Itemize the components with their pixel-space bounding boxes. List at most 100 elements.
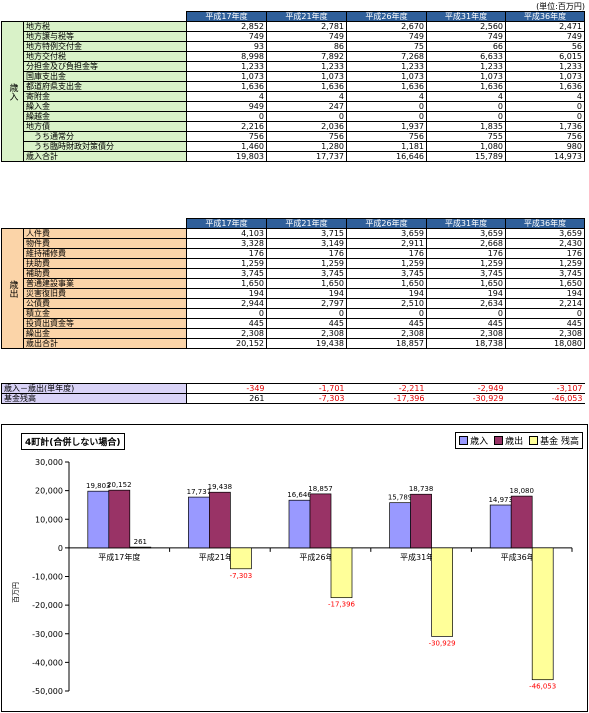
cell-value: 756 xyxy=(186,131,267,142)
x-tick-label: 平成26年度 xyxy=(299,552,341,562)
y-tick-label: -10,000 xyxy=(32,573,63,582)
row-label: 公債費 xyxy=(23,298,187,309)
cell-value: 0 xyxy=(346,308,427,319)
table-row: 補助費 3,745 3,745 3,745 3,745 3,745 xyxy=(2,268,585,279)
cell-value: 749 xyxy=(346,31,427,42)
cell-value: 1,073 xyxy=(426,71,506,82)
total-row: 歳入合計 19,803 17,737 16,646 15,789 14,973 xyxy=(2,151,585,162)
table-row: 地方譲与税等 749 749 749 749 749 xyxy=(2,31,585,42)
cell-value: 1,259 xyxy=(426,258,506,269)
data-label: 18,080 xyxy=(509,487,534,495)
cell-value: 2,852 xyxy=(186,21,267,32)
total-value: 18,080 xyxy=(505,338,585,349)
data-label: 19,803 xyxy=(86,482,111,490)
cell-value: 2,308 xyxy=(505,328,585,339)
x-tick-label: 平成36年度 xyxy=(501,552,543,562)
year-header: 平成21年度 xyxy=(266,11,347,22)
row-label: 地方交付税 xyxy=(23,51,187,62)
cell-value: 0 xyxy=(426,101,506,112)
cell-value: 2,944 xyxy=(186,298,267,309)
cell-value: 176 xyxy=(346,248,427,259)
cell-value: 2,668 xyxy=(426,238,506,249)
legend-label: 歳入 xyxy=(470,437,489,447)
cell-value: 1,233 xyxy=(186,61,267,72)
bar xyxy=(531,547,554,681)
cell-value: 7,268 xyxy=(346,51,427,62)
chart-legend: 歳入 歳出 基金 残高 xyxy=(455,432,583,449)
balance-value: -2,949 xyxy=(426,383,506,394)
cell-value: 0 xyxy=(186,308,267,319)
year-header: 平成26年度 xyxy=(346,11,427,22)
cell-value: 2,036 xyxy=(266,121,347,132)
table-row: 寄附金 4 4 4 4 4 xyxy=(2,91,585,102)
cell-value: 0 xyxy=(266,111,347,122)
table-row: 繰越金 0 0 0 0 0 xyxy=(2,111,585,122)
row-label: 地方譲与税等 xyxy=(23,31,187,42)
cell-value: 1,073 xyxy=(266,71,347,82)
cell-value: 1,259 xyxy=(266,258,347,269)
cell-value: 0 xyxy=(426,308,506,319)
cell-value: 756 xyxy=(266,131,347,142)
bar-chart: 30,000 20,000 10,000 0 -10,000 -20,000 -30,000… xyxy=(12,458,573,696)
cell-value: 194 xyxy=(426,288,506,299)
data-label: -30,929 xyxy=(429,639,456,647)
bar xyxy=(309,493,332,549)
data-label: -17,396 xyxy=(328,601,356,609)
cell-value: 1,280 xyxy=(266,141,347,152)
table-row: 歳出 人件費 4,103 3,715 3,659 3,659 3,659 xyxy=(1,228,585,349)
cell-value: 445 xyxy=(505,318,585,329)
total-value: 16,646 xyxy=(346,151,427,162)
table-row: 都道府県支出金 1,636 1,636 1,636 1,636 1,636 xyxy=(2,81,585,92)
cell-value: 756 xyxy=(505,131,585,142)
bar xyxy=(489,504,512,549)
table-row: 歳入 地方税 2,852 2,781 2,670 2,560 2,471 xyxy=(1,21,585,162)
cell-value: 1,460 xyxy=(186,141,267,152)
year-header: 平成21年度 xyxy=(266,218,347,229)
cell-value: 1,233 xyxy=(266,61,347,72)
x-tick-label: 平成17年度 xyxy=(98,552,140,562)
cell-value: 1,636 xyxy=(266,81,347,92)
cell-value: 2,308 xyxy=(346,328,427,339)
table-row: 分担金及び負担金等 1,233 1,233 1,233 1,233 1,233 xyxy=(2,61,585,72)
cell-value: 2,797 xyxy=(266,298,347,309)
total-value: 18,738 xyxy=(426,338,506,349)
cell-value: 749 xyxy=(266,31,347,42)
y-tick-label: 20,000 xyxy=(35,487,63,496)
total-value: 20,152 xyxy=(186,338,267,349)
cell-value: 2,510 xyxy=(346,298,427,309)
legend-swatch xyxy=(494,436,504,445)
legend-item: 歳入 xyxy=(459,434,488,447)
total-value: 19,803 xyxy=(186,151,267,162)
row-label: 繰出金 xyxy=(23,328,187,339)
data-label: 14,973 xyxy=(488,496,513,504)
cell-value: 445 xyxy=(346,318,427,329)
y-tick-label: -20,000 xyxy=(32,601,63,610)
bar xyxy=(209,491,231,549)
balance-label: 基金残高 xyxy=(1,393,187,404)
y-tick-label: 0 xyxy=(58,544,63,553)
cell-value: 3,715 xyxy=(266,228,347,239)
row-label: 国庫支出金 xyxy=(23,71,187,82)
cell-value: 0 xyxy=(505,111,585,122)
cell-value: 445 xyxy=(426,318,506,329)
bar xyxy=(87,490,110,549)
total-value: 19,438 xyxy=(266,338,347,349)
cell-value: 4,103 xyxy=(186,228,267,239)
total-value: 14,973 xyxy=(505,151,585,162)
cell-value: 0 xyxy=(266,308,347,319)
year-header: 平成17年度 xyxy=(186,218,267,229)
table-row: 地方債 2,216 2,036 1,937 1,835 1,736 xyxy=(2,121,585,132)
cell-value: 93 xyxy=(186,41,267,52)
cell-value: 2,214 xyxy=(505,298,585,309)
cell-value: 2,781 xyxy=(266,21,347,32)
row-label: 人件費 xyxy=(23,228,187,239)
bar xyxy=(129,546,152,549)
bar xyxy=(288,499,311,549)
balance-label: 歳入－歳出(単年度) xyxy=(1,383,187,394)
bar xyxy=(108,489,131,549)
cell-value: 1,650 xyxy=(505,278,585,289)
cell-value: 6,633 xyxy=(426,51,506,62)
row-label: 扶助費 xyxy=(23,258,187,269)
cell-value: 0 xyxy=(505,308,585,319)
table-row: 普通建設事業 1,650 1,650 1,650 1,650 1,650 xyxy=(2,278,585,289)
